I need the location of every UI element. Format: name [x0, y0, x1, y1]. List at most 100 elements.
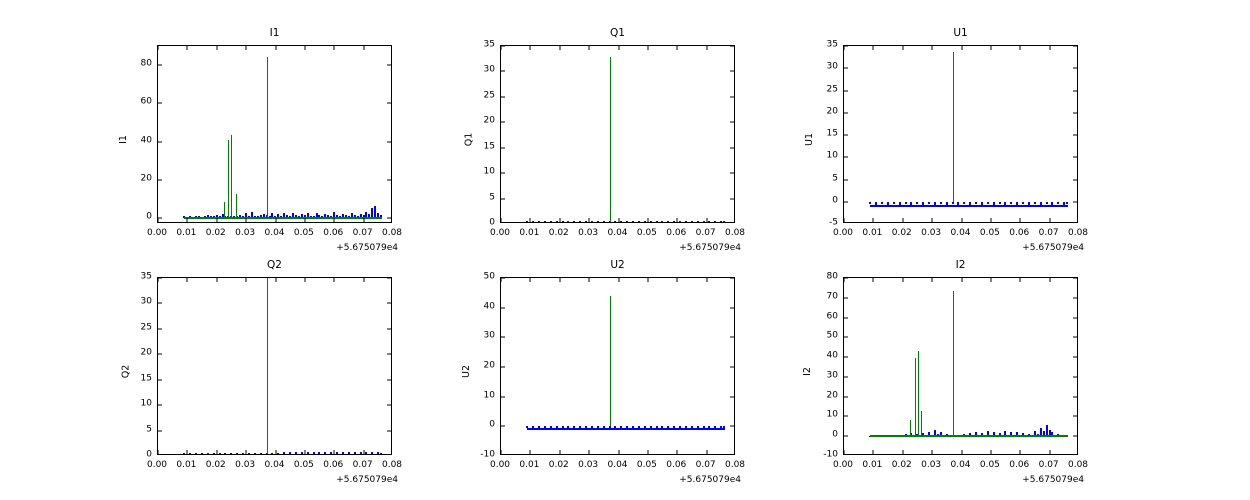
- y-tick-mark: [730, 198, 734, 200]
- bar-mark: [573, 220, 576, 222]
- bar-mark: [236, 452, 239, 454]
- x-tick-label: 0.03: [921, 460, 942, 470]
- bar-mark: [532, 426, 535, 429]
- x-tick-mark: [275, 278, 276, 282]
- y-tick-mark: [730, 425, 734, 427]
- bar-mark: [1010, 201, 1013, 205]
- bar-mark: [609, 57, 611, 222]
- x-tick-mark: [158, 218, 159, 222]
- y-tick-label: 30: [140, 296, 152, 307]
- bar-mark: [538, 220, 541, 222]
- bar-mark: [365, 452, 368, 454]
- y-tick-mark: [501, 147, 505, 149]
- y-tick-label: 20: [483, 360, 495, 371]
- bar-mark: [975, 431, 978, 437]
- x-tick-mark: [902, 218, 904, 222]
- x-axis-offset-label: +5.675079e4: [1022, 475, 1084, 485]
- bar-mark: [1063, 201, 1066, 205]
- y-tick-label: 25: [826, 84, 838, 94]
- x-tick-label: 0.06: [323, 228, 344, 238]
- y-tick-mark: [501, 70, 505, 72]
- x-tick-mark: [588, 46, 590, 50]
- bar-mark: [1004, 201, 1007, 206]
- y-tick-label: 50: [483, 271, 495, 282]
- x-tick-mark: [1019, 450, 1021, 454]
- bar-mark: [224, 452, 227, 454]
- y-tick-mark: [844, 112, 848, 114]
- x-tick-label: 0.05: [293, 228, 314, 238]
- bar-mark: [673, 426, 676, 429]
- bar-mark: [901, 436, 904, 438]
- bar-mark: [265, 452, 268, 454]
- y-tick-mark: [844, 134, 848, 136]
- bar-mark: [998, 433, 1001, 437]
- x-tick-label: 0.08: [381, 460, 403, 470]
- bar-mark: [380, 452, 383, 454]
- bar-mark: [875, 201, 878, 205]
- bar-mark: [886, 201, 889, 206]
- bar-mark: [543, 221, 546, 222]
- x-tick-mark: [363, 46, 365, 50]
- bar-mark: [1022, 201, 1025, 205]
- x-tick-mark: [1019, 278, 1021, 282]
- y-tick-mark: [158, 141, 162, 143]
- x-tick-mark: [961, 278, 962, 282]
- bar-mark: [212, 215, 215, 219]
- x-tick-mark: [872, 46, 874, 50]
- bar-mark: [969, 201, 972, 205]
- bar-mark: [368, 214, 371, 219]
- bar-mark: [253, 215, 256, 219]
- y-tick-label: 60: [140, 96, 152, 107]
- bar-mark: [365, 211, 368, 219]
- y-tick-mark: [387, 328, 391, 330]
- bar-mark: [889, 436, 892, 438]
- x-tick-label: 0.08: [724, 228, 746, 238]
- y-tick-label: 35: [483, 39, 495, 50]
- x-tick-label: 0.04: [264, 228, 285, 238]
- plot-area: [500, 45, 735, 223]
- x-tick-mark: [647, 278, 649, 282]
- x-tick-label: 0.04: [950, 228, 971, 238]
- x-tick-label: 0.06: [666, 228, 687, 238]
- x-tick-label: 0.00: [832, 228, 854, 238]
- x-tick-mark: [1019, 218, 1021, 222]
- y-tick-mark: [730, 366, 734, 368]
- x-tick-mark: [363, 278, 365, 282]
- x-tick-mark: [647, 450, 649, 454]
- x-tick-mark: [990, 46, 992, 50]
- bar-mark: [673, 221, 676, 222]
- bar-mark: [218, 452, 221, 454]
- bar-mark: [916, 201, 919, 205]
- data-series-group: [844, 278, 1077, 454]
- bar-mark: [274, 215, 277, 219]
- bar-mark: [904, 201, 907, 205]
- x-tick-mark: [501, 278, 502, 282]
- plot-area: [843, 45, 1078, 223]
- x-tick-mark: [333, 278, 335, 282]
- y-tick-mark: [1073, 336, 1077, 338]
- y-tick-mark: [730, 96, 734, 98]
- y-tick-mark: [1073, 179, 1077, 180]
- bar-mark: [960, 436, 963, 438]
- x-tick-label: 0.07: [1038, 460, 1059, 470]
- x-tick-label: 0.07: [695, 460, 716, 470]
- bar-mark: [312, 452, 315, 454]
- x-tick-mark: [1049, 46, 1051, 50]
- subplot-title: U1: [953, 27, 968, 39]
- bar-mark: [928, 201, 931, 205]
- y-tick-label: 20: [826, 390, 838, 401]
- bar-mark: [1004, 431, 1007, 437]
- y-tick-mark: [844, 67, 848, 69]
- x-tick-label: 0.02: [891, 228, 912, 238]
- bar-mark: [259, 214, 262, 219]
- bar-mark: [1045, 201, 1048, 205]
- y-tick-label: -5: [829, 217, 838, 228]
- x-tick-mark: [529, 218, 531, 222]
- bar-mark: [353, 452, 356, 454]
- y-tick-mark: [844, 278, 848, 279]
- y-tick-label: 5: [489, 192, 495, 203]
- bar-mark: [271, 452, 274, 454]
- bar-mark: [555, 426, 558, 429]
- y-tick-mark: [387, 102, 391, 104]
- baseline-line: [869, 205, 1068, 208]
